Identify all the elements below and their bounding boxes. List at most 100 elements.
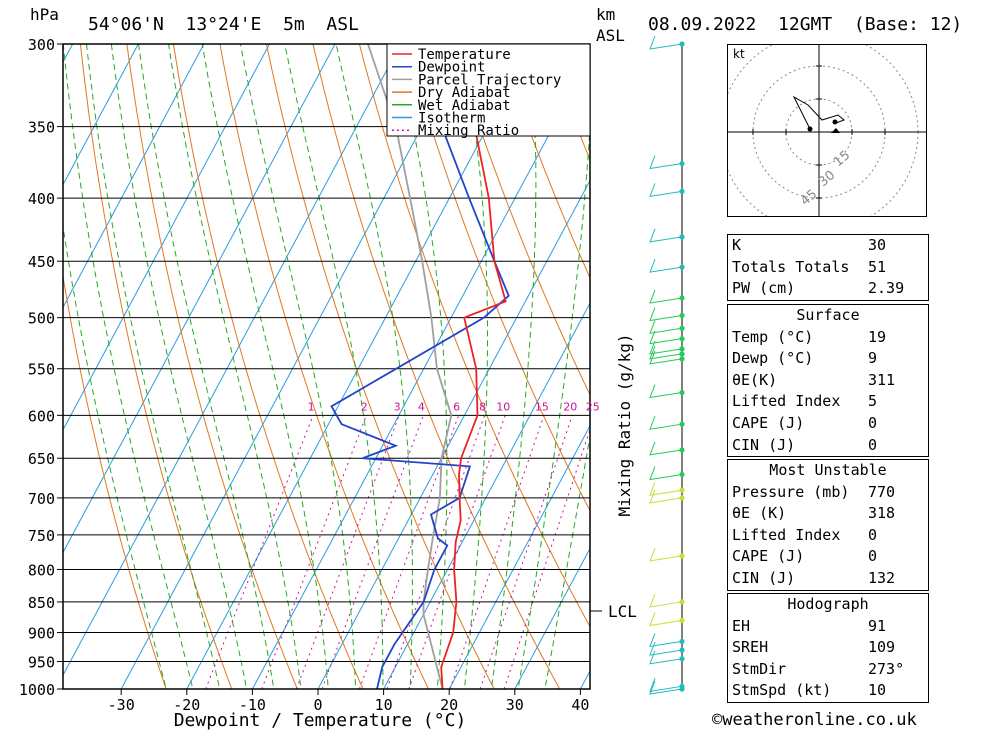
dry-adiabat-line <box>219 44 430 689</box>
x-axis-label: Dewpoint / Temperature (°C) <box>174 710 467 731</box>
x-tick-label: 30 <box>506 696 524 714</box>
wind-barb <box>649 441 683 456</box>
isotherm-line <box>514 547 590 689</box>
hodograph-marker <box>807 126 813 132</box>
wind-barb <box>649 345 683 360</box>
datetime-label: 08.09.2022 12GMT (Base: 12) <box>648 14 962 35</box>
mixing-ratio-labels: 1 2 3 4 6 8 10 15 20 25 <box>308 400 600 413</box>
mixing-ratio-line <box>261 415 367 689</box>
wind-barb <box>649 340 683 355</box>
wind-barb <box>649 641 683 656</box>
mixing-ratio-value: 2 <box>361 400 368 413</box>
y-tick-label: 900 <box>28 625 55 643</box>
x-tick-label: 20 <box>440 696 458 714</box>
wet-adiabat-line <box>85 44 221 689</box>
wet-adiabat-line <box>63 222 167 689</box>
x-tick-label: 40 <box>571 696 589 714</box>
x-tick-label: 10 <box>375 696 393 714</box>
hodograph-ring-label: 45 <box>798 187 820 209</box>
mixing-ratio-line <box>408 415 506 689</box>
y-tick-label: 800 <box>28 561 55 579</box>
mixing-ratio-line <box>321 415 424 689</box>
plot-frame <box>62 43 591 690</box>
wet-adiabat-line <box>137 44 275 689</box>
wind-dot <box>679 234 685 240</box>
mixing-ratio-lines <box>205 415 590 689</box>
mixing-ratio-value: 25 <box>586 400 600 413</box>
hodograph-ring <box>719 32 919 232</box>
wind-barb <box>649 35 683 50</box>
legend-entry: Mixing Ratio <box>418 123 519 139</box>
wind-barb <box>649 384 683 399</box>
storm-motion-marker <box>831 128 840 133</box>
mixing-ratio-value: 3 <box>394 400 401 413</box>
wind-barb <box>649 416 683 430</box>
asl-label: ASL <box>596 26 625 45</box>
mixing-ratio-value: 4 <box>418 400 425 413</box>
y-tick-label: 300 <box>28 36 55 54</box>
wind-barb <box>649 612 683 627</box>
y-tick-label: 700 <box>28 490 55 508</box>
legend-entry: Parcel Trajectory <box>418 72 561 88</box>
wet-adiabat-line <box>517 118 590 689</box>
wind-barb <box>649 330 683 345</box>
wind-barb <box>649 680 683 695</box>
mixing-ratio-line <box>386 415 486 689</box>
isotherm-line <box>63 44 336 554</box>
wind-barb <box>649 489 683 504</box>
dry-adiabat-line <box>79 44 233 689</box>
dry-adiabat-line <box>451 44 590 396</box>
profile-temperature <box>440 44 507 689</box>
legend-entry: Isotherm <box>418 111 485 127</box>
hodograph-ring-label: 15 <box>831 148 853 170</box>
mixing-ratio-value: 15 <box>535 400 549 413</box>
legend-entry: Dewpoint <box>418 60 485 76</box>
isotherm-line <box>63 44 271 431</box>
isotherm-line <box>0 7 27 715</box>
isotherm-line <box>448 424 590 689</box>
wind-barb <box>649 183 683 198</box>
wind-barb <box>649 466 683 481</box>
mixing-ratio-axis-label: Mixing Ratio (g/kg) <box>615 333 634 516</box>
wet-adiabat-line <box>110 44 248 689</box>
temperature-axis: -30 -20 -10 0 10 20 30 40 <box>108 689 589 714</box>
wind-barb <box>649 228 683 243</box>
hodograph-panel: kt 15 30 45 <box>719 32 927 232</box>
hodograph-trace <box>792 95 845 130</box>
pressure-unit-label: hPa <box>30 5 59 24</box>
wind-barb <box>649 547 683 562</box>
wind-barb <box>649 155 683 170</box>
dry-adiabat-line <box>172 44 364 689</box>
x-tick-label: 0 <box>313 696 322 714</box>
most-unstable-table: Most Unstable Pressure (mb) 770 θE (K) 318… <box>727 459 929 591</box>
dry-adiabat-line <box>498 44 590 279</box>
wet-adiabat-line <box>201 44 329 689</box>
y-tick-label: 750 <box>28 527 55 545</box>
surface-table: Surface Temp (°C) 19 Dewp (°C) 9 θE(K) 311 … <box>727 304 929 458</box>
dry-adiabat-line <box>126 44 298 689</box>
isotherm-line <box>317 179 590 689</box>
wind-barb <box>649 320 683 334</box>
dry-adiabat-line <box>63 273 167 689</box>
y-tick-label: 400 <box>28 190 55 208</box>
wind-barb <box>649 258 683 273</box>
x-tick-label: -10 <box>239 696 266 714</box>
legend-box <box>386 43 591 137</box>
mixing-ratio-line <box>295 415 400 689</box>
isotherm-line <box>63 44 402 677</box>
isotherm-line <box>383 302 590 689</box>
location-title: 54°06'N 13°24'E 5m ASL <box>88 14 359 35</box>
profile-dewpoint <box>330 44 510 689</box>
y-tick-label: 850 <box>28 594 55 612</box>
mixing-ratio-line <box>503 428 590 689</box>
y-tick-label: 500 <box>28 310 55 328</box>
x-tick-label: -20 <box>173 696 200 714</box>
x-tick-label: -30 <box>108 696 135 714</box>
dry-adiabat-line <box>943 7 1000 715</box>
wind-barb <box>649 650 683 665</box>
wet-adiabat-line <box>167 44 302 689</box>
isotherm-line <box>63 44 139 186</box>
profiles <box>330 44 510 689</box>
